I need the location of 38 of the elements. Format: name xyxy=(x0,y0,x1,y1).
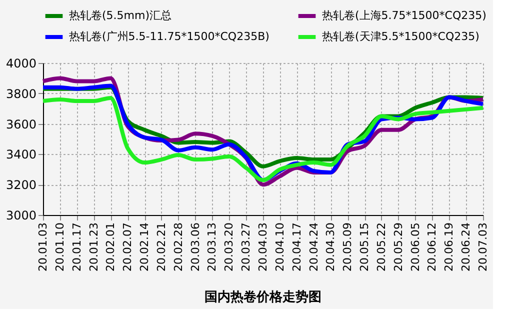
y-tick-label: 3400 xyxy=(6,148,36,162)
x-tick-label: 20.06.24 xyxy=(460,222,473,272)
x-tick-label: 20.05.22 xyxy=(374,222,388,272)
x-tick-label: 20.02.01 xyxy=(104,222,118,272)
x-tick-label: 20.07.03 xyxy=(476,222,490,272)
x-tick-label: 20.05.29 xyxy=(392,222,405,272)
x-tick-label: 20.04.17 xyxy=(290,222,304,272)
y-tick-label: 3000 xyxy=(6,208,36,222)
y-tick-label: 4000 xyxy=(6,56,36,70)
x-tick-label: 20.06.05 xyxy=(408,222,422,272)
x-tick-label: 20.03.13 xyxy=(206,222,219,272)
x-tick-label: 20.04.30 xyxy=(324,222,338,272)
y-tick-label: 3200 xyxy=(6,178,36,192)
x-tick-label: 20.05.15 xyxy=(358,222,372,272)
x-tick-label: 20.01.10 xyxy=(53,222,66,272)
text: 国内热卷价格走势图 xyxy=(204,288,322,305)
x-tick-label: 20.04.03 xyxy=(256,222,270,272)
x-tick-label: 20.02.28 xyxy=(172,222,185,272)
x-tick-label: 20.01.03 xyxy=(36,222,50,272)
x-tick-label: 20.04.10 xyxy=(273,222,286,272)
x-tick-label: 20.03.27 xyxy=(240,222,253,272)
y-tick-label: 3800 xyxy=(6,86,36,101)
legend-label: 热轧卷(广州5.5-11.75*1500*CQ235B) xyxy=(69,30,270,43)
x-tick-label: 20.02.14 xyxy=(138,222,152,272)
x-tick-label: 20.06.12 xyxy=(426,222,439,272)
legend-label: 热轧卷(上海5.75*1500*CQ235) xyxy=(322,9,486,22)
x-tick-label: 20.01.17 xyxy=(70,222,84,272)
legend-label: 热轧卷(天津5.5*1500*CQ235) xyxy=(322,30,480,43)
x-tick-label: 20.05.09 xyxy=(341,222,354,272)
x-tick-label: 20.03.06 xyxy=(188,222,202,272)
y-tick-label: 3600 xyxy=(6,117,36,132)
x-tick-label: 20.01.23 xyxy=(87,222,100,272)
x-tick-label: 20.02.21 xyxy=(154,222,168,272)
x-tick-label: 20.06.19 xyxy=(442,222,456,272)
x-tick-label: 20.04.24 xyxy=(307,222,320,272)
x-tick-label: 20.03.20 xyxy=(222,222,236,272)
legend-label: 热轧卷(5.5mm)汇总 xyxy=(69,9,172,22)
x-tick-label: 20.02.07 xyxy=(121,222,134,272)
